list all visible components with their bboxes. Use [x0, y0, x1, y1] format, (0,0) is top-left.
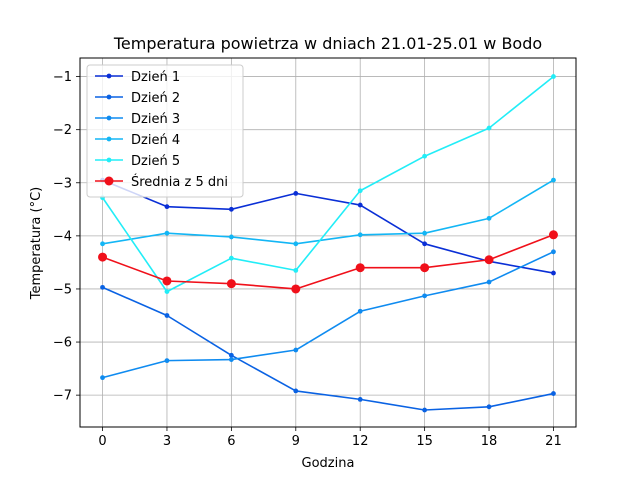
data-point	[486, 125, 492, 131]
x-tick-label: 18	[481, 434, 498, 449]
data-point	[357, 188, 363, 194]
series-4	[100, 177, 556, 247]
x-tick-label: 6	[227, 434, 235, 449]
data-point	[100, 284, 105, 290]
data-point	[100, 241, 105, 247]
legend-box	[86, 64, 244, 198]
data-point	[357, 308, 363, 314]
series-line	[102, 179, 554, 274]
data-point	[551, 74, 556, 79]
series-3	[100, 249, 556, 381]
data-point	[422, 230, 428, 236]
data-point	[355, 263, 365, 273]
data-point	[293, 388, 299, 394]
y-tick-label: −7	[53, 389, 72, 404]
legend-swatch-marker	[104, 176, 114, 186]
data-point	[228, 206, 234, 212]
x-tick-label: 12	[352, 434, 369, 449]
legend-swatch-marker	[106, 94, 112, 100]
series-line	[102, 234, 554, 290]
series-6	[98, 230, 558, 294]
data-point	[228, 255, 234, 261]
data-point	[420, 263, 430, 273]
data-point	[226, 279, 236, 289]
x-tick-label: 0	[98, 434, 106, 449]
x-axis-label: Godzina	[302, 456, 355, 471]
data-point	[551, 391, 556, 396]
data-point	[422, 293, 428, 299]
legend-swatch-marker	[106, 136, 112, 142]
data-point	[357, 232, 363, 238]
data-point	[551, 177, 556, 183]
data-point	[551, 249, 556, 255]
series-2	[100, 284, 556, 413]
data-point	[164, 358, 170, 364]
legend-label: Dzień 4	[131, 133, 180, 148]
legend-label: Dzień 3	[131, 112, 180, 127]
data-point	[484, 255, 494, 265]
x-tick-label: 3	[163, 434, 171, 449]
data-point	[293, 241, 299, 247]
data-point	[293, 267, 299, 273]
data-point	[164, 230, 170, 236]
plot-area-frame	[79, 57, 577, 428]
data-point	[228, 234, 234, 240]
data-point	[164, 204, 170, 210]
data-point	[164, 313, 170, 318]
series-5	[100, 74, 556, 295]
series-line	[102, 251, 554, 379]
x-tick-label: 21	[545, 434, 562, 449]
legend-label: Średnia z 5 dni	[131, 174, 228, 190]
data-point	[164, 289, 170, 295]
legend-label: Dzień 1	[131, 70, 180, 85]
legend-swatch-marker	[106, 73, 112, 79]
legend: Dzień 1 Dzień 2 Dzień 3 Dzień 4 Dzień 5 Średn…	[86, 64, 244, 198]
data-point	[291, 284, 301, 294]
data-point	[551, 270, 556, 276]
data-point	[422, 241, 428, 247]
ticks: 0 3 6 9 12 15 18 21 −1 −2 −3 −4 −5 −6 −7	[53, 70, 562, 449]
x-tick-label: 9	[292, 434, 300, 449]
series-line	[102, 179, 554, 245]
data-point	[293, 190, 299, 196]
y-tick-label: −1	[53, 70, 72, 85]
data-point	[357, 396, 363, 402]
y-tick-label: −2	[53, 123, 72, 138]
legend-swatch-marker	[106, 115, 112, 121]
data-point	[162, 276, 172, 286]
series-line	[102, 286, 554, 411]
legend-swatch-marker	[106, 157, 112, 163]
y-tick-label: −3	[53, 176, 72, 191]
y-tick-label: −5	[53, 282, 72, 297]
y-tick-label: −6	[53, 336, 72, 351]
legend-label: Dzień 5	[131, 154, 180, 169]
data-point	[486, 279, 492, 285]
series-line	[101, 75, 554, 293]
chart-title: Temperatura powietrza w dniach 21.01-25.…	[113, 34, 542, 53]
x-tick-label: 15	[416, 434, 433, 449]
data-point	[357, 202, 363, 208]
data-point	[422, 153, 428, 159]
data-point	[228, 352, 234, 358]
data-point	[98, 252, 108, 262]
data-point	[486, 215, 492, 221]
legend-label: Dzień 2	[131, 91, 180, 106]
y-axis-label: Temperatura (°C)	[29, 187, 44, 300]
data-point	[100, 375, 105, 381]
y-tick-label: −4	[53, 229, 72, 244]
data-point	[548, 230, 558, 240]
data-point	[422, 407, 428, 413]
data-point	[293, 347, 299, 353]
data-point	[486, 404, 492, 410]
data-point	[228, 357, 234, 362]
series-layer	[98, 74, 558, 413]
